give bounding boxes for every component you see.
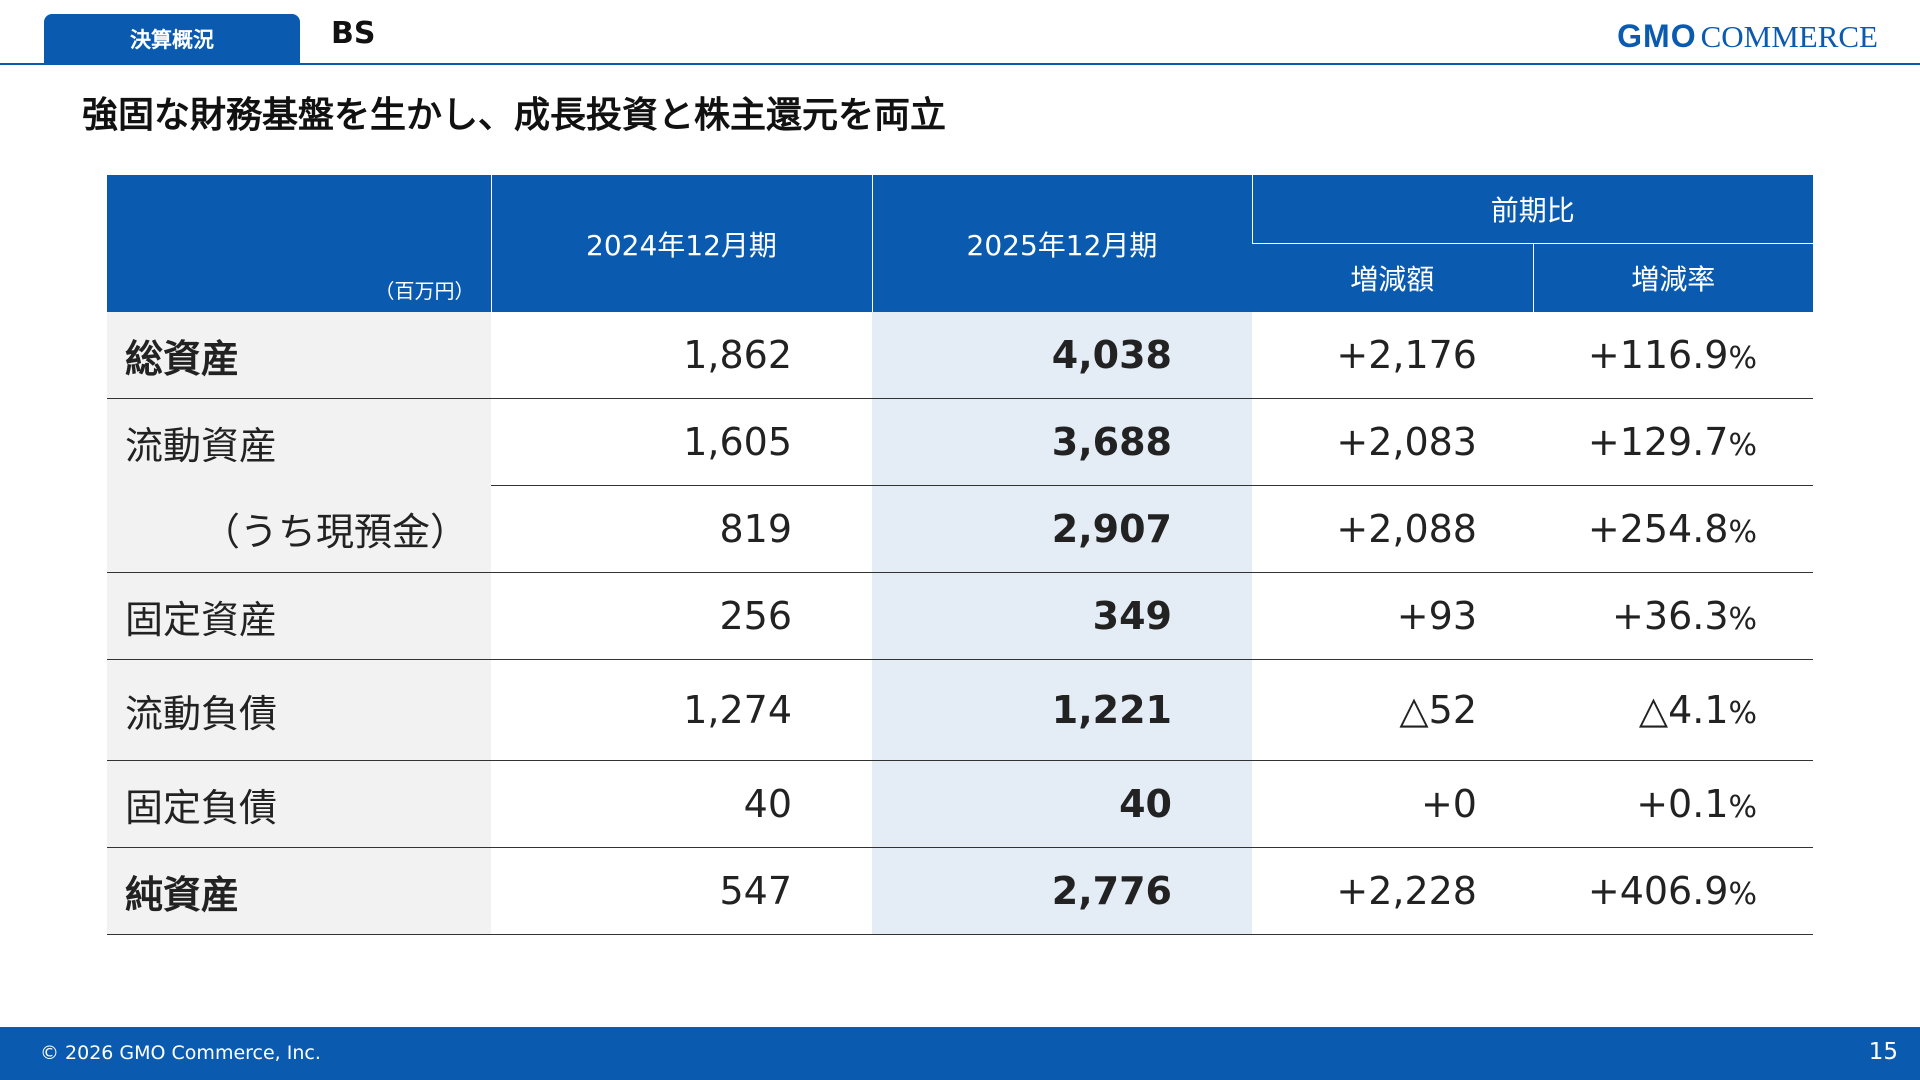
logo-gmo: GMO bbox=[1617, 18, 1697, 54]
change-amount: +2,228 bbox=[1252, 847, 1533, 935]
change-amount: +2,176 bbox=[1252, 312, 1533, 399]
value-2025: 40 bbox=[872, 760, 1252, 848]
value-2024: 256 bbox=[491, 572, 872, 660]
row-label: 総資産 bbox=[107, 312, 491, 399]
row-label: 固定資産 bbox=[107, 572, 491, 660]
header-divider bbox=[0, 63, 1920, 65]
change-amount: +0 bbox=[1252, 760, 1533, 848]
table-row: 固定負債 40 40 +0 +0.1% bbox=[107, 760, 1814, 848]
page-heading: 強固な財務基盤を生かし、成長投資と株主還元を両立 bbox=[82, 95, 947, 136]
value-2025: 2,907 bbox=[872, 485, 1252, 573]
change-amount: +93 bbox=[1252, 572, 1533, 660]
change-rate: +116.9% bbox=[1533, 312, 1814, 399]
row-label: 純資産 bbox=[107, 847, 491, 935]
table-row: 流動負債 1,274 1,221 △52 △4.1% bbox=[107, 659, 1814, 761]
col-header-2024: 2024年12月期 bbox=[490, 175, 872, 312]
value-2024: 1,274 bbox=[491, 659, 872, 761]
value-2024: 40 bbox=[491, 760, 872, 848]
table-row: 固定資産 256 349 +93 +36.3% bbox=[107, 572, 1814, 660]
col-header-change-amount: 増減額 bbox=[1252, 243, 1533, 312]
value-2025: 1,221 bbox=[872, 659, 1252, 761]
row-label: 流動資産 bbox=[107, 398, 491, 486]
row-label: 固定負債 bbox=[107, 760, 491, 848]
unit-label: （百万円） bbox=[107, 175, 491, 312]
section-tab: 決算概況 bbox=[44, 14, 300, 64]
value-2024: 547 bbox=[491, 847, 872, 935]
change-rate: △4.1% bbox=[1533, 659, 1814, 761]
table-row: 流動資産 1,605 3,688 +2,083 +129.7% bbox=[107, 398, 1814, 486]
value-2024: 819 bbox=[491, 485, 872, 573]
value-2025: 3,688 bbox=[872, 398, 1252, 486]
table-row: 純資産 547 2,776 +2,228 +406.9% bbox=[107, 847, 1814, 935]
col-header-change-rate: 増減率 bbox=[1532, 243, 1814, 312]
logo-commerce: COMMERCE bbox=[1700, 19, 1878, 54]
company-logo: GMO COMMERCE bbox=[1617, 18, 1878, 55]
value-2025: 2,776 bbox=[872, 847, 1252, 935]
change-rate: +36.3% bbox=[1533, 572, 1814, 660]
change-amount: +2,083 bbox=[1252, 398, 1533, 486]
table-row: （うち現預金） 819 2,907 +2,088 +254.8% bbox=[107, 485, 1814, 573]
table-row: 総資産 1,862 4,038 +2,176 +116.9% bbox=[107, 312, 1814, 399]
section-tab-label: 決算概況 bbox=[130, 28, 214, 52]
footer-bar: © 2026 GMO Commerce, Inc. 15 bbox=[0, 1027, 1920, 1080]
page-number: 15 bbox=[1868, 1039, 1898, 1065]
change-rate: +254.8% bbox=[1533, 485, 1814, 573]
change-rate: +129.7% bbox=[1533, 398, 1814, 486]
value-2024: 1,605 bbox=[491, 398, 872, 486]
balance-sheet-table: （百万円） 2024年12月期 2025年12月期 前期比 増減額 増減率 総資… bbox=[107, 175, 1814, 935]
col-header-yoy: 前期比 bbox=[1251, 175, 1814, 244]
value-2024: 1,862 bbox=[491, 312, 872, 399]
change-rate: +0.1% bbox=[1533, 760, 1814, 848]
col-header-2025: 2025年12月期 bbox=[871, 175, 1252, 312]
copyright: © 2026 GMO Commerce, Inc. bbox=[40, 1042, 321, 1064]
row-label: 流動負債 bbox=[107, 659, 491, 761]
slide-title: BS bbox=[331, 16, 376, 51]
change-rate: +406.9% bbox=[1533, 847, 1814, 935]
change-amount: +2,088 bbox=[1252, 485, 1533, 573]
value-2025: 349 bbox=[872, 572, 1252, 660]
row-label: （うち現預金） bbox=[107, 485, 491, 573]
value-2025: 4,038 bbox=[872, 312, 1252, 399]
change-amount: △52 bbox=[1252, 659, 1533, 761]
